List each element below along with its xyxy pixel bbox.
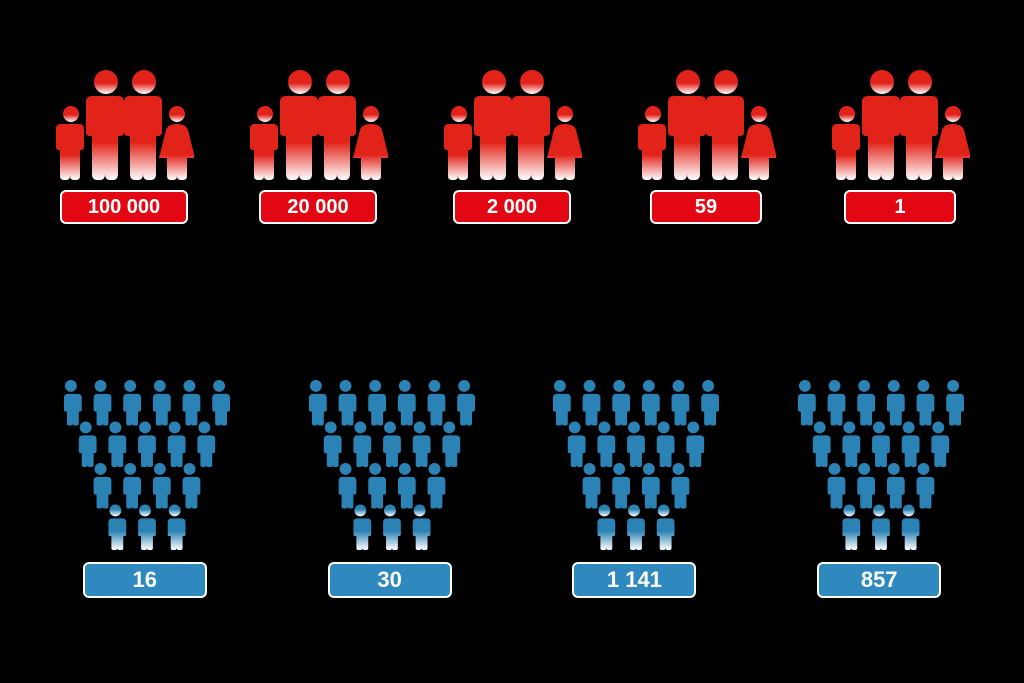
people-pyramid-icon [45, 380, 245, 550]
family-unit-3: 59 [636, 70, 776, 224]
people-pyramid-icon [290, 380, 490, 550]
pyramid-unit-3: 857 [779, 380, 979, 598]
family-unit-0: 100 000 [54, 70, 194, 224]
pyramids-row: 16 30 1 141 857 [0, 380, 1024, 598]
family-badge-2: 2 000 [453, 190, 571, 224]
pyramid-unit-1: 30 [290, 380, 490, 598]
family-unit-4: 1 [830, 70, 970, 224]
family-icon [54, 70, 194, 180]
family-badge-0: 100 000 [60, 190, 188, 224]
family-icon [442, 70, 582, 180]
family-badge-4: 1 [844, 190, 956, 224]
family-unit-1: 20 000 [248, 70, 388, 224]
pyramid-badge-0: 16 [83, 562, 207, 598]
people-pyramid-icon [534, 380, 734, 550]
family-unit-2: 2 000 [442, 70, 582, 224]
pyramid-badge-2: 1 141 [572, 562, 696, 598]
pyramid-unit-0: 16 [45, 380, 245, 598]
infographic-canvas: 100 000 20 000 2 000 59 1 [0, 0, 1024, 683]
family-icon [636, 70, 776, 180]
people-pyramid-icon [779, 380, 979, 550]
families-row: 100 000 20 000 2 000 59 1 [0, 70, 1024, 224]
family-badge-1: 20 000 [259, 190, 377, 224]
family-icon [248, 70, 388, 180]
family-icon [830, 70, 970, 180]
pyramid-badge-1: 30 [328, 562, 452, 598]
family-badge-3: 59 [650, 190, 762, 224]
pyramid-badge-3: 857 [817, 562, 941, 598]
pyramid-unit-2: 1 141 [534, 380, 734, 598]
